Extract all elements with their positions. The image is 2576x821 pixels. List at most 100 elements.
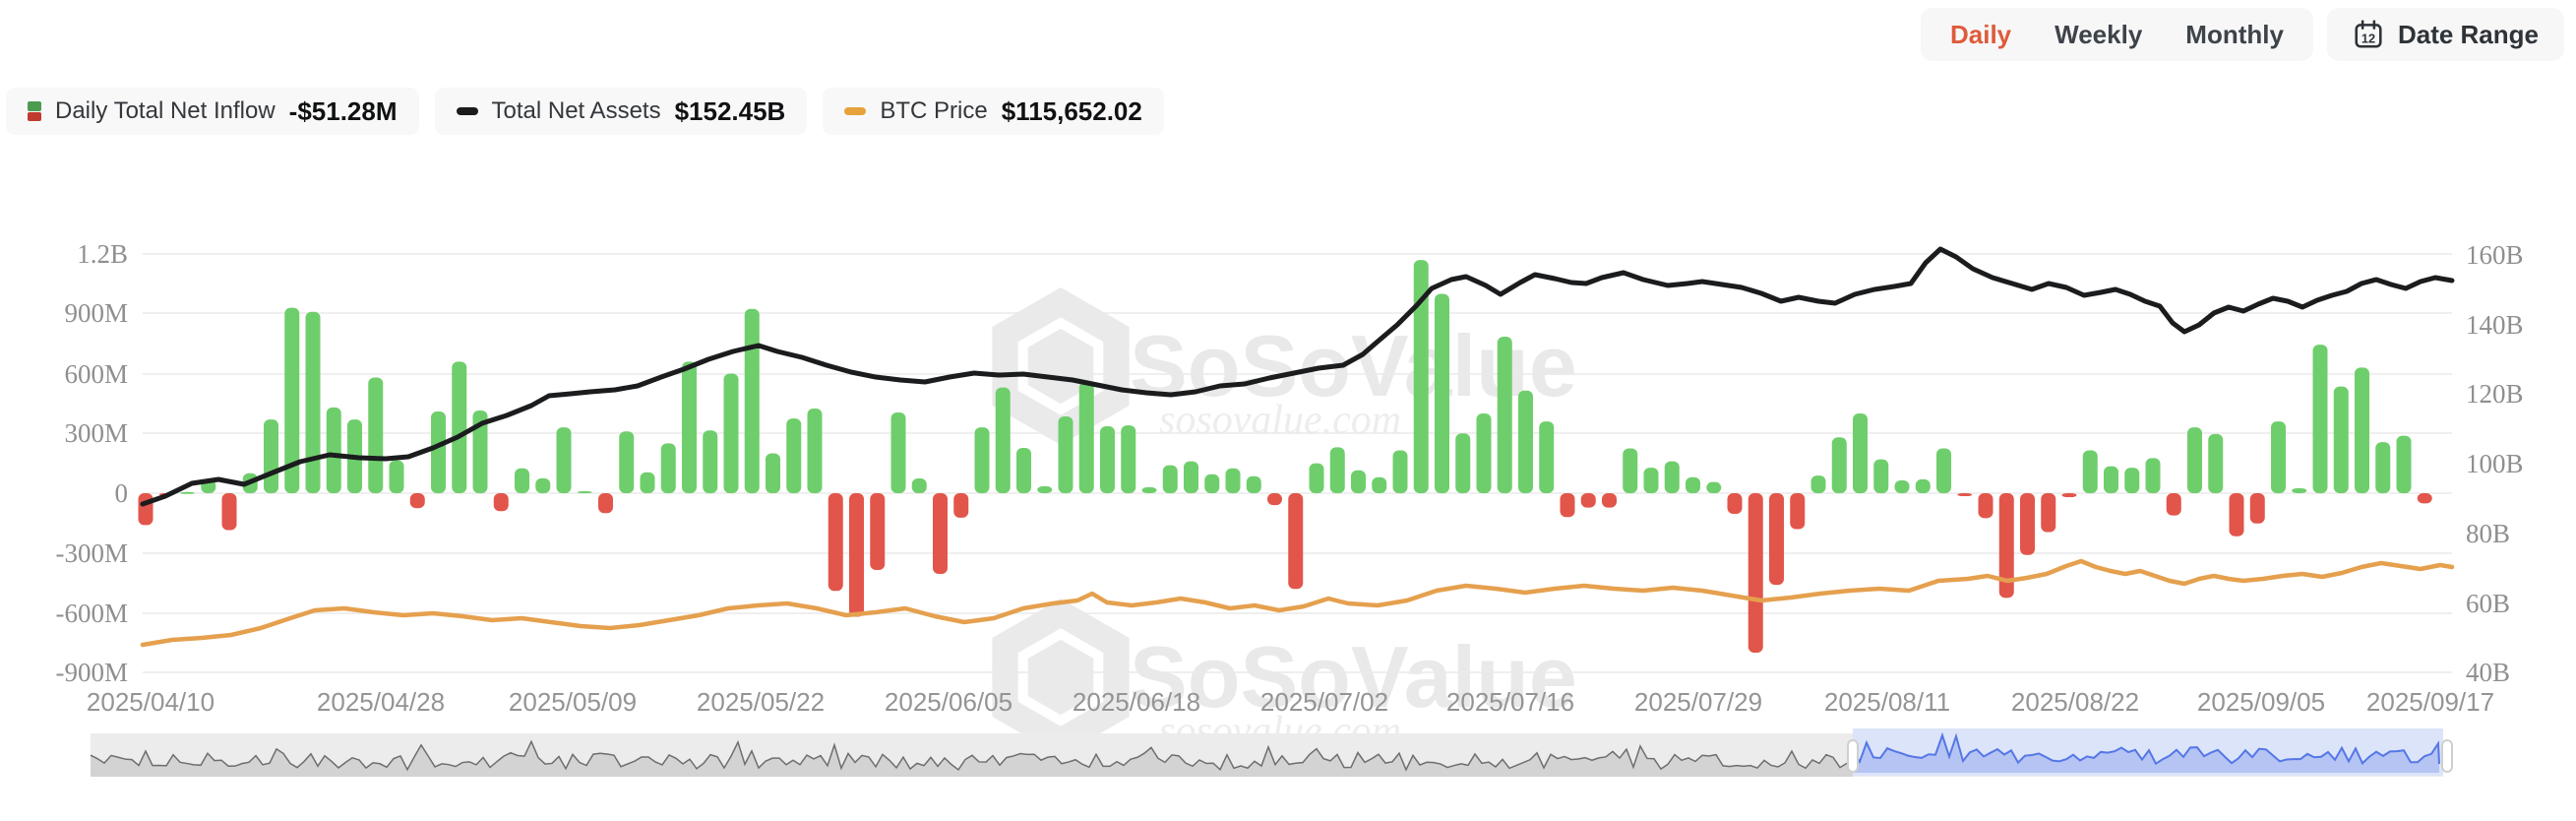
- tab-daily[interactable]: Daily: [1950, 20, 2012, 49]
- date-range-label: Date Range: [2397, 19, 2539, 49]
- inflow-bar: [284, 307, 300, 493]
- inflow-bar: [1810, 475, 1826, 493]
- navigator-selection-line: [1852, 731, 2440, 766]
- navigator[interactable]: [90, 728, 2453, 777]
- inflow-bar: [1162, 465, 1178, 493]
- navigator-handle-left[interactable]: [1847, 739, 1859, 773]
- inflow-bar: [264, 419, 278, 493]
- view-controls: Daily Weekly Monthly 12 Date Range: [1921, 8, 2564, 61]
- inflow-bar: [1246, 475, 1261, 493]
- inflow-bar: [1957, 493, 1973, 497]
- calendar-icon: 12: [2355, 20, 2382, 48]
- btc-price-line: [140, 558, 2455, 648]
- y-left-tick: -600M: [56, 599, 129, 628]
- inflow-bar: [472, 410, 488, 493]
- inflow-bar: [1372, 476, 1387, 493]
- tab-weekly[interactable]: Weekly: [2055, 20, 2143, 49]
- x-tick: 2025/08/22: [2011, 687, 2139, 717]
- inflow-bar: [1037, 485, 1053, 493]
- y-left-tick: 300M: [64, 418, 128, 448]
- navigator-handle-right[interactable]: [2441, 739, 2453, 773]
- inflow-bar: [870, 493, 886, 570]
- inflow-bar: [933, 493, 948, 575]
- inflow-bar: [2104, 466, 2118, 493]
- bar-series-icon: [28, 101, 41, 121]
- legend: Daily Total Net Inflow -$51.28M Total Ne…: [6, 88, 1164, 135]
- y-left-tick: 900M: [64, 298, 128, 328]
- inflow-bar: [1204, 474, 1220, 493]
- inflow-bar: [974, 427, 990, 493]
- inflow-bar: [1518, 390, 1533, 493]
- inflow-bar: [1978, 493, 1993, 519]
- inflow-bar: [1686, 476, 1700, 493]
- inflow-bar: [1141, 486, 1157, 493]
- inflow-bar: [2124, 468, 2140, 493]
- inflow-bar: [2312, 345, 2328, 493]
- total-net-assets-line: [140, 246, 2455, 507]
- inflow-bar: [2020, 493, 2035, 555]
- inflow-bar: [2187, 427, 2202, 493]
- total-net-assets-line: [140, 246, 2455, 507]
- inflow-bar: [2333, 386, 2349, 493]
- inflow-bar: [2208, 433, 2224, 493]
- x-tick: 2025/07/16: [1446, 687, 1574, 717]
- x-tick: 2025/09/05: [2197, 687, 2325, 717]
- inflow-bar: [305, 311, 321, 493]
- svg-text:sosovalue.com: sosovalue.com: [1159, 398, 1401, 443]
- y-right-tick: 160B: [2466, 240, 2524, 270]
- x-tick: 2025/06/05: [885, 687, 1012, 717]
- inflow-bar: [1853, 413, 1868, 493]
- inflow-bar: [1873, 459, 1889, 493]
- inflow-bar: [1727, 493, 1743, 515]
- legend-value: $115,652.02: [1001, 95, 1142, 126]
- inflow-bar: [953, 493, 969, 518]
- inflow-bar: [1288, 493, 1304, 590]
- inflow-bar: [1831, 437, 1847, 493]
- inflow-bar: [2396, 435, 2412, 493]
- inflow-bar: [1100, 425, 1115, 493]
- inflow-bar: [2041, 493, 2056, 533]
- legend-item-net-inflow[interactable]: Daily Total Net Inflow -$51.28M: [6, 88, 419, 135]
- inflow-bar: [2061, 493, 2077, 498]
- inflow-bar: [389, 460, 404, 493]
- legend-item-total-net-assets[interactable]: Total Net Assets $152.45B: [434, 88, 808, 135]
- inflow-bar: [2166, 493, 2181, 516]
- inflow-bar: [180, 491, 195, 494]
- inflow-bar: [1078, 381, 1094, 493]
- inflow-bar: [1225, 468, 1241, 493]
- inflow-bar: [786, 418, 802, 493]
- inflow-bar: [138, 493, 153, 526]
- x-tick: 2025/04/10: [87, 687, 215, 717]
- inflow-bar: [577, 490, 592, 493]
- legend-label: BTC Price: [880, 97, 988, 124]
- navigator-history-line: [90, 739, 1854, 772]
- x-tick: 2025/07/02: [1260, 687, 1388, 717]
- legend-value: -$51.28M: [288, 95, 398, 126]
- tab-monthly[interactable]: Monthly: [2185, 20, 2284, 49]
- inflow-bar: [1476, 413, 1492, 493]
- inflow-bar: [535, 477, 551, 493]
- x-tick: 2025/05/22: [697, 687, 825, 717]
- inflow-bars: [138, 260, 2432, 653]
- legend-item-btc-price[interactable]: BTC Price $115,652.02: [823, 88, 1164, 135]
- y-right-tick: 140B: [2466, 310, 2524, 340]
- legend-value: $152.45B: [674, 95, 786, 126]
- inflow-bar: [1790, 493, 1806, 530]
- y-left-tick: -300M: [56, 538, 129, 568]
- date-range-button[interactable]: 12 Date Range: [2326, 8, 2564, 61]
- inflow-bar: [828, 493, 843, 592]
- y-right-tick: 40B: [2466, 658, 2510, 687]
- y-left-tick: 1.2B: [77, 239, 128, 269]
- btc-price-line: [140, 558, 2455, 648]
- inflow-bar: [619, 431, 635, 493]
- x-tick: 2025/06/18: [1073, 687, 1200, 717]
- y-right-tick: 60B: [2466, 589, 2510, 618]
- inflow-bar: [598, 493, 613, 514]
- inflow-bar: [409, 493, 425, 509]
- inflow-bar: [326, 407, 341, 493]
- inflow-bar: [1329, 447, 1345, 493]
- x-tick: 2025/09/17: [2366, 687, 2494, 717]
- y-left-tick: 600M: [64, 359, 128, 389]
